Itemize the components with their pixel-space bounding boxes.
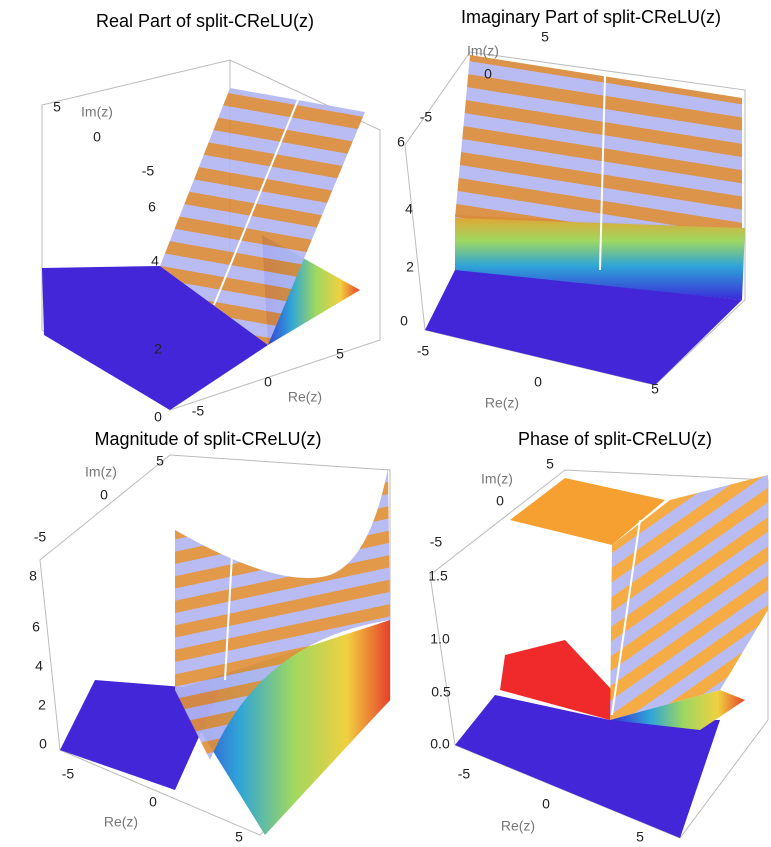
tick-label: -5	[34, 529, 47, 545]
axis-label: Im(z)	[467, 43, 499, 59]
tick-label: 0	[39, 736, 47, 752]
tick-label: 4	[405, 201, 413, 217]
tick-label: 1.0	[430, 631, 450, 647]
tick-label: 6	[32, 619, 40, 635]
panel-3-surface	[39, 454, 391, 836]
tick-label: 0	[400, 313, 408, 329]
panel-title: Imaginary Part of split-CReLU(z)	[461, 7, 721, 27]
tick-label: 2	[38, 697, 46, 713]
axis-label: Re(z)	[501, 818, 535, 834]
tick-label: 0.0	[430, 736, 450, 752]
tick-label: -5	[430, 534, 443, 550]
tick-label: 0	[484, 66, 492, 82]
tick-label: 5	[636, 829, 644, 845]
labels: Real Part of split-CReLU(z)Im(z)Re(z)50-…	[29, 7, 721, 845]
tick-label: 0	[93, 129, 101, 145]
tick-label: 8	[29, 568, 37, 584]
tick-label: 2	[406, 259, 414, 275]
panel-title: Real Part of split-CReLU(z)	[96, 11, 314, 31]
tick-label: 0	[100, 487, 108, 503]
panel-4-surface	[429, 469, 769, 839]
tick-label: 4	[35, 658, 43, 674]
panel-title: Phase of split-CReLU(z)	[518, 429, 712, 449]
tick-label: 5	[53, 99, 61, 115]
tick-label: 5	[336, 346, 344, 362]
axis-label: Re(z)	[104, 814, 138, 830]
panel-2-surface	[404, 51, 746, 386]
tick-label: -5	[192, 403, 205, 419]
tick-label: 0	[149, 794, 157, 810]
panel-1-surface	[41, 59, 381, 411]
tick-label: 5	[651, 381, 659, 397]
tick-label: -5	[417, 343, 430, 359]
tick-label: 0.5	[431, 684, 451, 700]
tick-label: -5	[142, 163, 155, 179]
tick-label: 5	[546, 456, 554, 472]
tick-label: 1.5	[428, 568, 448, 584]
axis-label: Im(z)	[81, 104, 113, 120]
axis-label: Im(z)	[85, 464, 117, 480]
tick-label: 5	[156, 453, 164, 469]
tick-label: -5	[420, 109, 433, 125]
tick-label: 6	[148, 199, 156, 215]
axis-label: Re(z)	[288, 389, 322, 405]
tick-label: 0	[154, 409, 162, 425]
tick-label: 0	[542, 796, 550, 812]
tick-label: 0	[534, 374, 542, 390]
axis-label: Im(z)	[481, 471, 513, 487]
tick-label: 0	[496, 493, 504, 509]
tick-label: 2	[154, 341, 162, 357]
axis-label: Re(z)	[485, 395, 519, 411]
tick-label: 6	[397, 134, 405, 150]
tick-label: -5	[62, 766, 75, 782]
panel-title: Magnitude of split-CReLU(z)	[94, 429, 321, 449]
tick-label: 4	[151, 253, 159, 269]
tick-label: -5	[458, 766, 471, 782]
tick-label: 5	[235, 829, 243, 845]
tick-label: 5	[541, 29, 549, 45]
tick-label: 0	[264, 374, 272, 390]
